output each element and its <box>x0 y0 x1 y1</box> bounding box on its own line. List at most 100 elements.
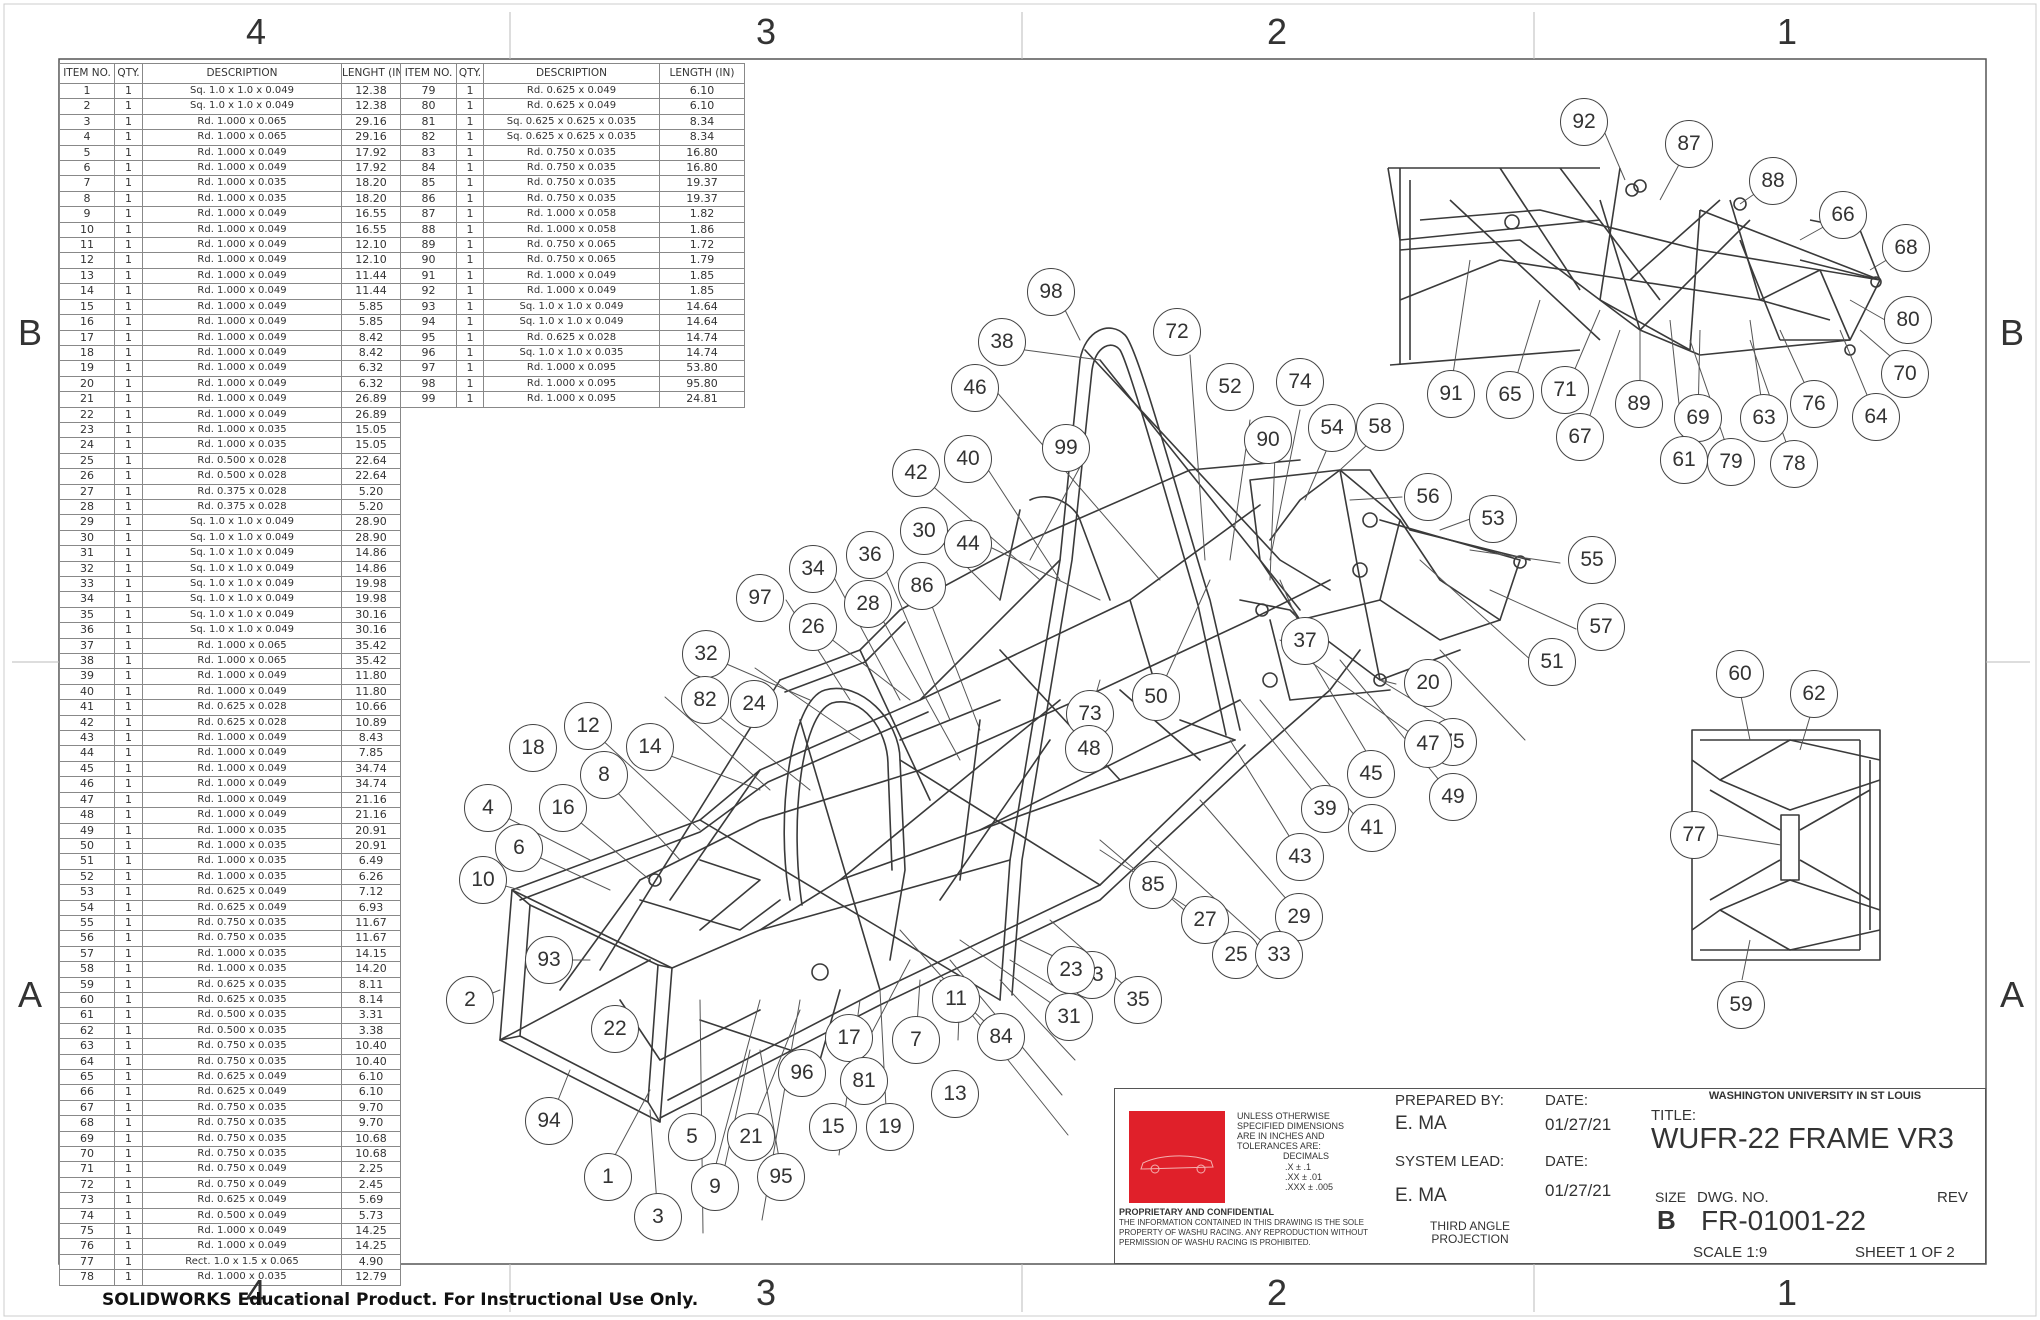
length-cell: 21.16 <box>341 807 401 824</box>
qty-cell: 1 <box>114 807 143 824</box>
description-cell: Rect. 1.0 x 1.5 x 0.065 <box>142 1253 342 1271</box>
table-row: 98 1 Rd. 1.000 x 0.095 95.80 <box>400 375 745 393</box>
length-cell: 3.38 <box>341 1022 401 1040</box>
organization-name: WASHINGTON UNIVERSITY IN ST LOUIS <box>1708 1090 1922 1102</box>
qty-cell: 1 <box>114 699 143 716</box>
item-no-cell: 14 <box>59 283 115 300</box>
description-cell: Rd. 1.000 x 0.049 <box>142 160 342 177</box>
zone-label-bottom-1: 1 <box>1776 1272 1798 1313</box>
qty-cell: 1 <box>114 329 143 346</box>
part-balloon-42: 42 <box>892 449 940 497</box>
qty-cell: 1 <box>114 298 143 316</box>
length-cell: 11.44 <box>341 267 401 285</box>
race-car-logo-icon <box>1140 1155 1214 1174</box>
length-cell: 10.89 <box>341 714 401 732</box>
tolerance-3: .XXX ± .005 <box>1285 1182 1333 1192</box>
zone-label-top-1: 1 <box>1776 11 1798 52</box>
length-cell: 8.14 <box>341 991 401 1009</box>
table-row: 62 1 Rd. 0.500 x 0.035 3.38 <box>59 1022 401 1040</box>
part-balloon-1: 1 <box>584 1153 632 1201</box>
system-lead-value: E. MA <box>1395 1185 1447 1206</box>
part-balloon-84: 84 <box>977 1013 1025 1061</box>
table-row: 70 1 Rd. 0.750 x 0.035 10.68 <box>59 1146 401 1163</box>
qty-cell: 1 <box>114 653 143 670</box>
qty-cell: 1 <box>114 360 143 377</box>
item-no-cell: 91 <box>400 267 457 285</box>
part-balloon-18: 18 <box>509 724 557 772</box>
qty-cell: 1 <box>114 237 143 254</box>
item-no-cell: 60 <box>59 991 115 1009</box>
length-cell: 17.92 <box>341 144 401 162</box>
part-balloon-46: 46 <box>951 364 999 412</box>
length-cell: 6.26 <box>341 868 401 886</box>
description-cell: Sq. 1.0 x 1.0 x 0.049 <box>142 575 342 593</box>
item-no-cell: 48 <box>59 807 115 824</box>
description-cell: Rd. 0.750 x 0.035 <box>142 1099 342 1117</box>
description-cell: Rd. 0.500 x 0.035 <box>142 1022 342 1040</box>
description-cell: Rd. 1.000 x 0.049 <box>142 760 342 778</box>
length-cell: 12.79 <box>341 1269 401 1286</box>
item-no-cell: 41 <box>59 699 115 716</box>
table-row: 44 1 Rd. 1.000 x 0.049 7.85 <box>59 745 401 762</box>
qty-cell: 1 <box>114 1253 143 1271</box>
table-row: 11 1 Rd. 1.000 x 0.049 12.10 <box>59 237 401 254</box>
description-cell: Sq. 1.0 x 1.0 x 0.049 <box>142 560 342 578</box>
length-cell: 30.16 <box>341 606 401 624</box>
qty-cell: 1 <box>114 206 143 223</box>
item-no-cell: 39 <box>59 668 115 685</box>
part-balloon-24: 24 <box>730 680 778 728</box>
item-no-cell: 88 <box>400 221 457 239</box>
table-row: 26 1 Rd. 0.500 x 0.028 22.64 <box>59 468 401 485</box>
table-row: 78 1 Rd. 1.000 x 0.035 12.79 <box>59 1269 401 1286</box>
item-no-cell: 7 <box>59 175 115 192</box>
part-balloon-78: 78 <box>1770 440 1818 488</box>
part-balloon-82: 82 <box>681 676 729 724</box>
item-no-cell: 40 <box>59 683 115 701</box>
part-balloon-14: 14 <box>626 723 674 771</box>
part-balloon-69: 69 <box>1674 394 1722 442</box>
table-row: 28 1 Rd. 0.375 x 0.028 5.20 <box>59 498 401 516</box>
item-no-cell: 54 <box>59 899 115 916</box>
qty-cell: 1 <box>456 329 484 346</box>
title-block: UNLESS OTHERWISE SPECIFIED DIMENSIONS AR… <box>1114 1088 1986 1264</box>
qty-cell: 1 <box>114 406 143 423</box>
length-cell: 1.86 <box>659 221 745 239</box>
qty-cell: 1 <box>114 760 143 778</box>
qty-cell: 1 <box>456 360 484 377</box>
part-balloon-15: 15 <box>809 1103 857 1151</box>
part-balloon-17: 17 <box>825 1014 873 1062</box>
table-row: 41 1 Rd. 0.625 x 0.028 10.66 <box>59 699 401 716</box>
description-cell: Rd. 0.375 x 0.028 <box>142 498 342 516</box>
part-balloon-85: 85 <box>1129 861 1177 909</box>
drawing-number: FR-01001-22 <box>1701 1205 1866 1236</box>
table-row: 69 1 Rd. 0.750 x 0.035 10.68 <box>59 1130 401 1148</box>
length-cell: 19.37 <box>659 175 745 192</box>
description-cell: Rd. 1.000 x 0.035 <box>142 853 342 870</box>
item-no-cell: 20 <box>59 375 115 393</box>
qty-cell: 1 <box>114 560 143 578</box>
prepared-by-value: E. MA <box>1395 1113 1447 1134</box>
item-no-cell: 18 <box>59 344 115 362</box>
length-cell: 22.64 <box>341 452 401 470</box>
qty-cell: 1 <box>114 144 143 162</box>
length-cell: 18.20 <box>341 175 401 192</box>
date2-label: DATE: <box>1545 1153 1589 1170</box>
qty-cell: 1 <box>456 160 484 177</box>
table-row: 53 1 Rd. 0.625 x 0.049 7.12 <box>59 884 401 901</box>
part-balloon-23: 23 <box>1047 946 1095 994</box>
length-cell: 26.89 <box>341 391 401 408</box>
qty-cell: 1 <box>114 822 143 839</box>
table-row: 90 1 Rd. 0.750 x 0.065 1.79 <box>400 252 745 269</box>
table-row: 93 1 Sq. 1.0 x 1.0 x 0.049 14.64 <box>400 298 745 316</box>
table-row: 51 1 Rd. 1.000 x 0.035 6.49 <box>59 853 401 870</box>
qty-cell: 1 <box>114 1146 143 1163</box>
length-cell: 5.69 <box>341 1192 401 1209</box>
qty-cell: 1 <box>114 1068 143 1086</box>
table-header-row: ITEM NO. QTY. DESCRIPTION LENGHT (IN) <box>59 63 401 84</box>
length-cell: 14.25 <box>341 1238 401 1255</box>
description-cell: Rd. 1.000 x 0.049 <box>142 237 342 254</box>
length-cell: 21.16 <box>341 791 401 809</box>
date-value: 01/27/21 <box>1545 1115 1612 1134</box>
table-row: 46 1 Rd. 1.000 x 0.049 34.74 <box>59 776 401 793</box>
